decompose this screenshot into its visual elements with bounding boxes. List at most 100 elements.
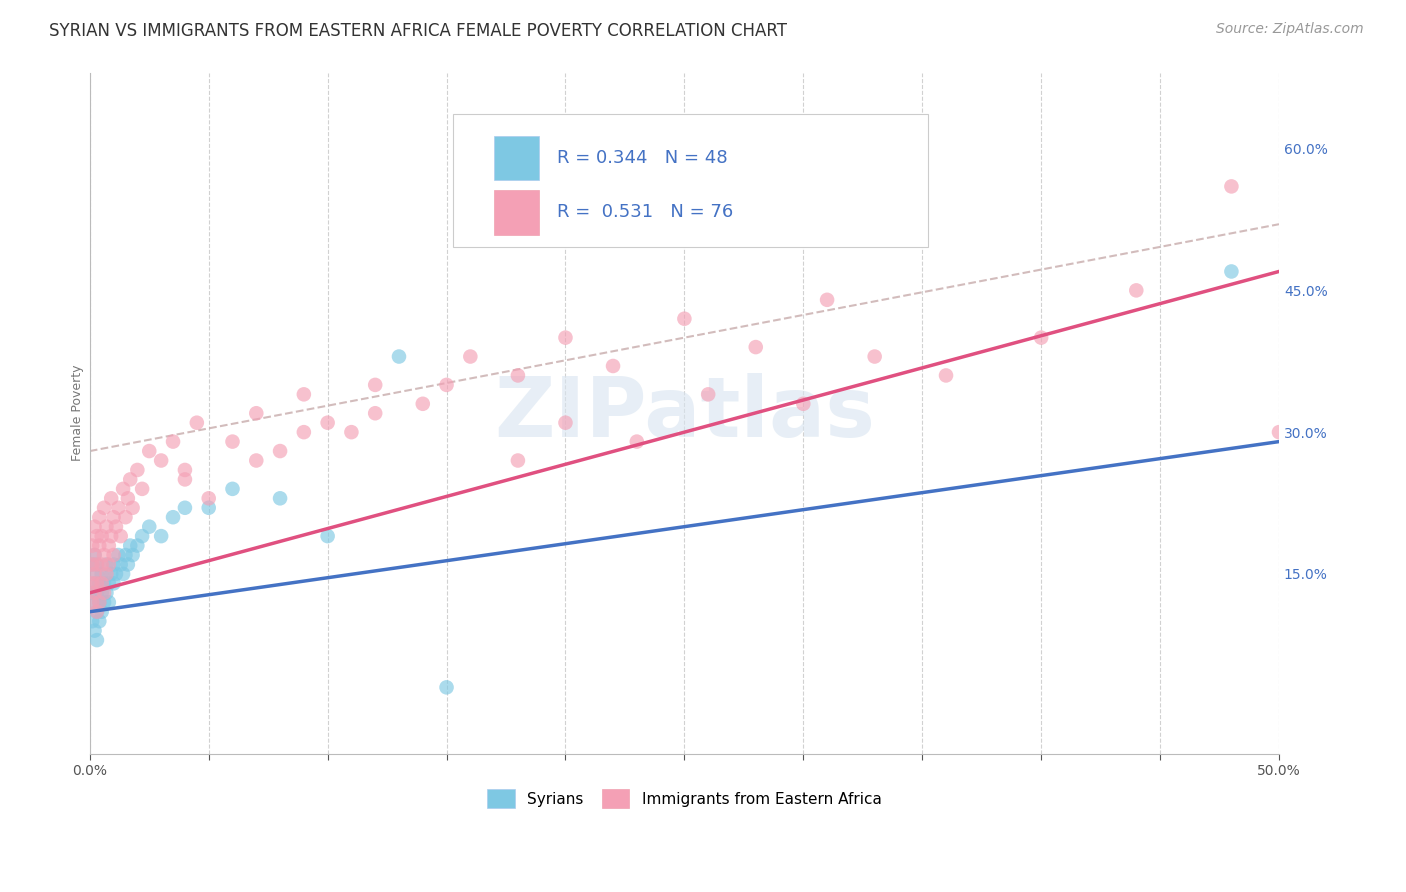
Point — [89, 576, 111, 591]
Point — [89, 539, 111, 553]
Point — [162, 434, 184, 449]
Point — [89, 510, 111, 524]
Point — [364, 377, 387, 392]
Point — [815, 293, 838, 307]
Point — [117, 558, 139, 572]
Point — [1125, 284, 1147, 298]
Point — [82, 539, 104, 553]
Point — [93, 576, 115, 591]
Point — [388, 350, 411, 364]
Point — [131, 482, 153, 496]
Point — [90, 558, 112, 572]
Point — [97, 539, 120, 553]
Point — [82, 595, 104, 609]
Point — [90, 529, 112, 543]
Point — [792, 397, 814, 411]
Point — [162, 510, 184, 524]
Text: ZIPatlas: ZIPatlas — [494, 373, 875, 454]
Point — [1031, 331, 1053, 345]
Point — [86, 633, 108, 648]
Point — [103, 558, 125, 572]
Point — [120, 472, 142, 486]
Point — [460, 350, 482, 364]
Point — [103, 510, 125, 524]
Point — [93, 548, 115, 562]
Point — [83, 566, 105, 581]
Point — [112, 482, 135, 496]
Point — [93, 500, 115, 515]
Point — [86, 558, 108, 572]
Point — [100, 566, 122, 581]
Point — [174, 463, 197, 477]
Point — [120, 539, 142, 553]
Point — [745, 340, 768, 354]
Point — [89, 595, 111, 609]
Point — [197, 491, 219, 506]
Point — [292, 387, 315, 401]
Point — [554, 416, 576, 430]
Y-axis label: Female Poverty: Female Poverty — [72, 365, 84, 461]
Point — [412, 397, 434, 411]
Point — [935, 368, 957, 383]
Point — [127, 463, 149, 477]
Point — [138, 444, 160, 458]
Point — [82, 586, 104, 600]
Point — [104, 519, 127, 533]
Point — [316, 416, 339, 430]
Point — [121, 548, 143, 562]
Point — [83, 624, 105, 638]
Point — [83, 586, 105, 600]
Point — [96, 558, 118, 572]
Point — [86, 566, 108, 581]
Point — [131, 529, 153, 543]
Point — [1220, 179, 1243, 194]
Point — [221, 482, 243, 496]
Point — [89, 595, 111, 609]
Point — [93, 595, 115, 609]
Text: Source: ZipAtlas.com: Source: ZipAtlas.com — [1216, 22, 1364, 37]
Point — [292, 425, 315, 439]
Point — [96, 586, 118, 600]
Point — [506, 453, 529, 467]
Point — [186, 416, 208, 430]
Point — [340, 425, 363, 439]
Point — [863, 350, 886, 364]
Bar — [494, 190, 540, 235]
Point — [82, 558, 104, 572]
Point — [96, 519, 118, 533]
Point — [107, 548, 129, 562]
Point — [104, 566, 127, 581]
Point — [114, 548, 136, 562]
Point — [1220, 264, 1243, 278]
Point — [697, 387, 720, 401]
Point — [103, 576, 125, 591]
Point — [150, 453, 173, 467]
Point — [174, 472, 197, 486]
Point — [1268, 425, 1291, 439]
Point — [114, 510, 136, 524]
Point — [93, 586, 115, 600]
Point — [90, 576, 112, 591]
Point — [83, 595, 105, 609]
Point — [96, 566, 118, 581]
Point — [436, 681, 458, 695]
Point — [86, 558, 108, 572]
Point — [97, 558, 120, 572]
Point — [221, 434, 243, 449]
Point — [117, 491, 139, 506]
Point — [316, 529, 339, 543]
Point — [138, 519, 160, 533]
Point — [436, 377, 458, 392]
Point — [90, 605, 112, 619]
Text: SYRIAN VS IMMIGRANTS FROM EASTERN AFRICA FEMALE POVERTY CORRELATION CHART: SYRIAN VS IMMIGRANTS FROM EASTERN AFRICA… — [49, 22, 787, 40]
Point — [83, 519, 105, 533]
Point — [83, 576, 105, 591]
Point — [602, 359, 624, 373]
Point — [97, 595, 120, 609]
Point — [86, 576, 108, 591]
Point — [103, 548, 125, 562]
Point — [82, 558, 104, 572]
Text: R = 0.344   N = 48: R = 0.344 N = 48 — [557, 149, 728, 167]
Point — [110, 558, 132, 572]
Point — [86, 605, 108, 619]
